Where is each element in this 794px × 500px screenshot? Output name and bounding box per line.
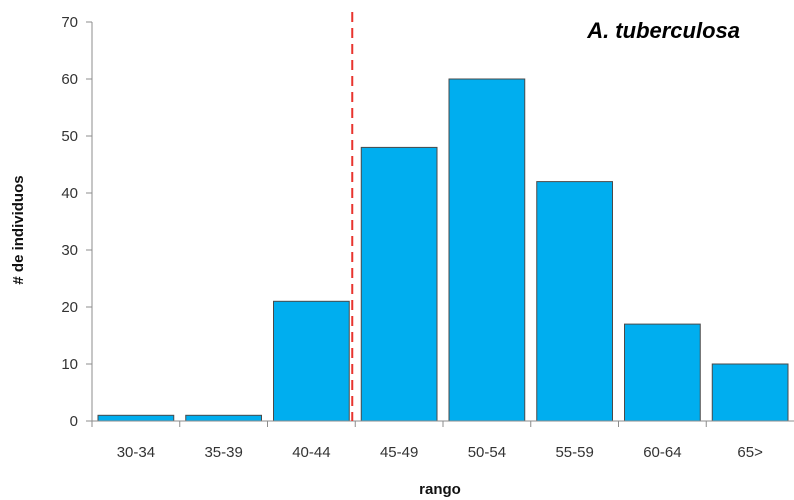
x-tick-label: 60-64 [643, 444, 681, 461]
x-tick-label: 35-39 [204, 444, 242, 461]
y-ticks: 0 10 20 30 40 50 60 70 [61, 14, 92, 430]
bar-35-39 [185, 414, 262, 422]
bar-60-64 [624, 323, 701, 422]
y-tick-label: 50 [61, 128, 78, 145]
y-tick-label: 30 [61, 242, 78, 259]
y-tick-label: 10 [61, 356, 78, 373]
y-tick-label: 20 [61, 299, 78, 316]
x-ticks: 30-34 35-39 40-44 45-49 50-54 55-59 60-64 65> [91, 421, 763, 461]
bar-45-49 [360, 146, 438, 422]
bar-40-44 [273, 300, 350, 422]
x-axis-title: rango [419, 481, 461, 498]
y-tick-label: 60 [61, 71, 78, 88]
y-tick-label: 70 [61, 14, 78, 31]
x-tick-label: 30-34 [117, 444, 155, 461]
x-tick-label: 40-44 [292, 444, 330, 461]
y-tick-label: 40 [61, 185, 78, 202]
bar-30-34 [97, 414, 175, 422]
bar-50-54 [448, 78, 526, 422]
bar-55-59 [536, 181, 613, 422]
chart-title: A. tuberculosa [586, 18, 740, 43]
x-tick-label: 55-59 [555, 444, 593, 461]
bar-65> [711, 363, 789, 422]
x-tick-label: 45-49 [380, 444, 418, 461]
x-tick-label: 50-54 [468, 444, 506, 461]
x-tick-label: 65> [737, 444, 763, 461]
y-tick-label: 0 [70, 413, 78, 430]
bars-layer [97, 78, 789, 422]
y-axis-title: # de individuos [10, 175, 27, 284]
